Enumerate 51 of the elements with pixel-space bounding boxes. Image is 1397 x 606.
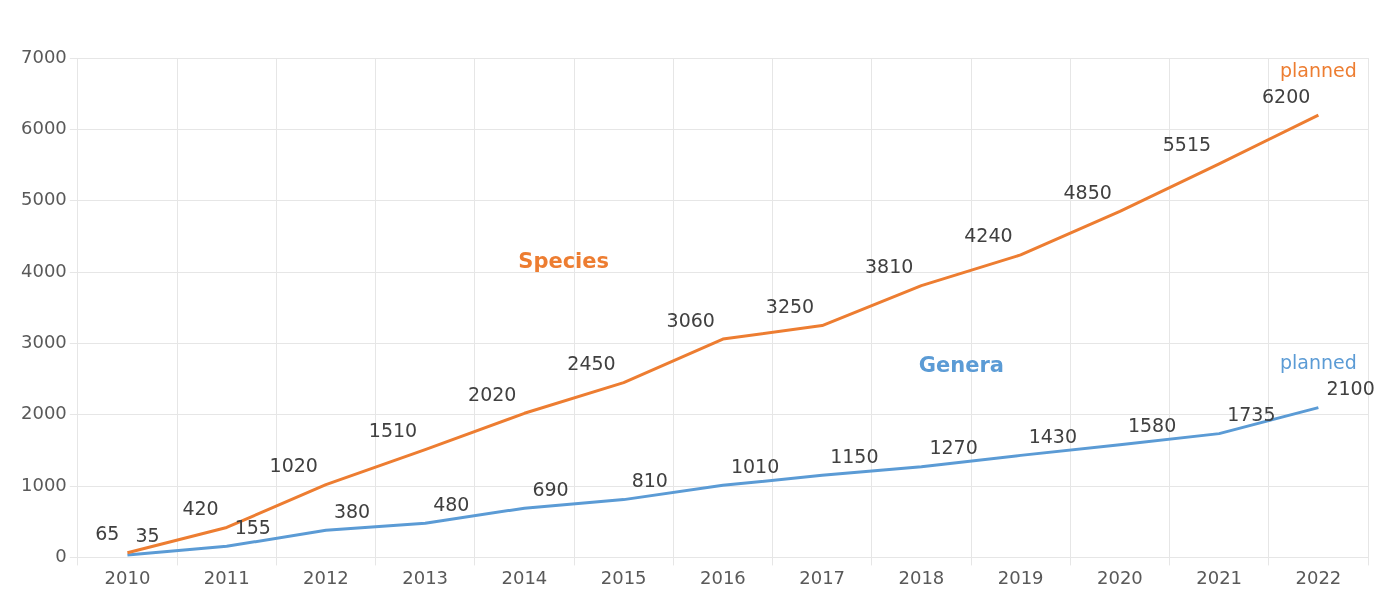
data-label: 2100 [1326, 377, 1375, 400]
x-tick-label: 2020 [1096, 566, 1143, 588]
data-label: 3060 [666, 308, 715, 331]
x-tick-label: 2015 [600, 566, 647, 588]
x-tick-label: 2010 [104, 566, 151, 588]
data-label: 35 [135, 524, 160, 547]
y-tick-label: 5000 [21, 188, 67, 210]
x-tick-label: 2012 [303, 566, 349, 588]
annotation: planned [1279, 58, 1357, 81]
y-tick-label: 1000 [21, 473, 67, 495]
x-tick-label: 2016 [700, 566, 746, 588]
data-label: 1270 [929, 436, 978, 459]
x-tick-label: 2014 [501, 566, 548, 588]
y-tick-label: 7000 [21, 45, 67, 67]
y-tick-label: 3000 [21, 331, 67, 353]
data-label: 2450 [567, 352, 616, 375]
data-label: 1010 [730, 454, 780, 477]
data-label: 6200 [1262, 84, 1311, 107]
data-label: 420 [182, 496, 219, 519]
data-label: 1150 [830, 444, 879, 467]
x-tick-label: 2013 [402, 566, 449, 588]
data-label: 480 [433, 492, 470, 515]
data-label: 3810 [865, 255, 914, 278]
annotation: planned [1279, 351, 1357, 374]
data-label: 155 [234, 515, 271, 538]
data-label: 3250 [765, 294, 815, 317]
data-label: 380 [333, 499, 371, 522]
data-label: 1510 [368, 419, 418, 442]
data-label: 2020 [468, 382, 517, 405]
x-tick-label: 2018 [898, 566, 945, 588]
x-tick-label: 2019 [997, 566, 1044, 588]
data-label: 1020 [269, 454, 318, 477]
data-label: 810 [631, 469, 668, 492]
data-label: 4850 [1063, 180, 1112, 203]
data-label: 4240 [964, 224, 1013, 247]
x-tick-label: 2022 [1295, 566, 1342, 588]
y-tick-label: 0 [55, 545, 67, 567]
y-tick-label: 6000 [21, 117, 67, 139]
text: Species [518, 248, 610, 273]
x-tick-label: 2017 [799, 566, 846, 588]
y-tick-label: 2000 [21, 402, 67, 424]
data-label: 1735 [1227, 403, 1276, 426]
data-label: 690 [532, 477, 569, 500]
x-tick-label: 2011 [203, 566, 250, 588]
data-label: 65 [95, 522, 120, 545]
data-label: 5515 [1162, 133, 1212, 156]
text: Genera [918, 352, 1004, 377]
y-tick-label: 4000 [21, 259, 67, 281]
data-label: 1430 [1028, 424, 1077, 447]
x-tick-label: 2021 [1196, 566, 1243, 588]
data-label: 1580 [1127, 414, 1177, 437]
